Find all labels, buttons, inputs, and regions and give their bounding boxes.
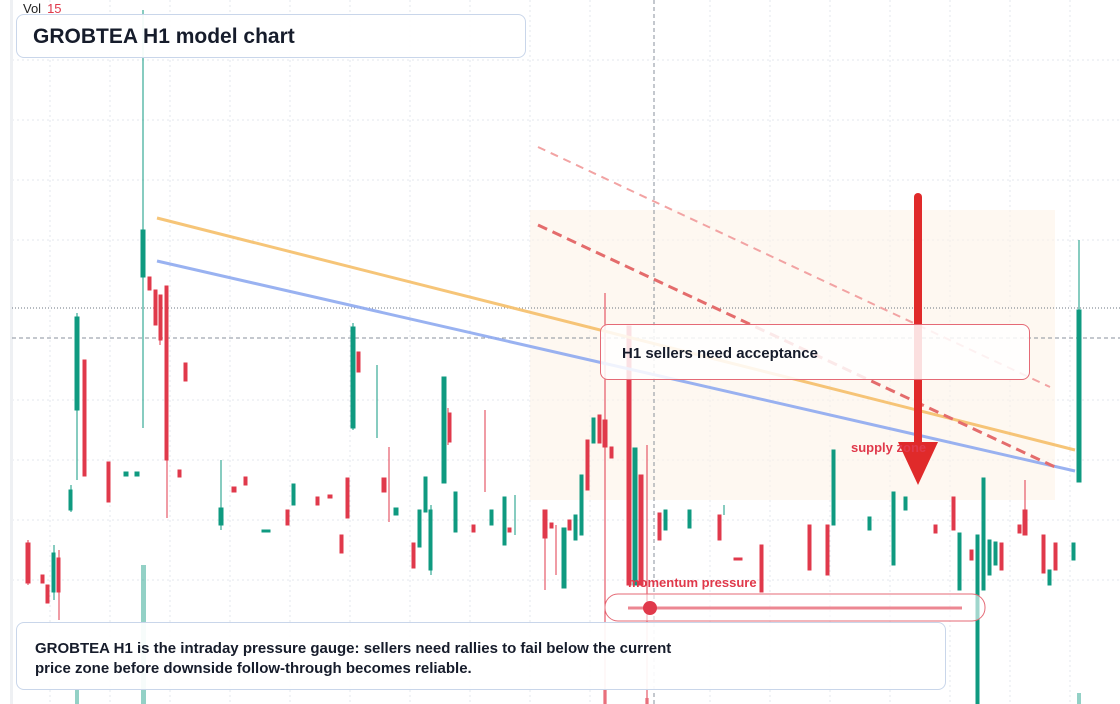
momentum-gauge bbox=[604, 593, 986, 622]
chart-title: GROBTEA H1 model chart bbox=[16, 14, 526, 58]
channel-upper bbox=[537, 146, 1051, 388]
volume-legend: Vol 15 bbox=[23, 1, 62, 16]
gauge-label: momentum pressure bbox=[628, 575, 757, 590]
candles bbox=[25, 10, 1082, 704]
zone-label: supply zone bbox=[851, 440, 927, 455]
vol-value: 15 bbox=[47, 1, 62, 16]
vol-label: Vol bbox=[23, 1, 42, 16]
callout: H1 sellers need acceptance bbox=[600, 324, 1030, 380]
footer-text: GROBTEA H1 is the intraday pressure gaug… bbox=[35, 640, 672, 677]
down-arrow bbox=[898, 193, 938, 485]
left-edge bbox=[10, 0, 13, 704]
footer-note: GROBTEA H1 is the intraday pressure gaug… bbox=[16, 622, 946, 690]
